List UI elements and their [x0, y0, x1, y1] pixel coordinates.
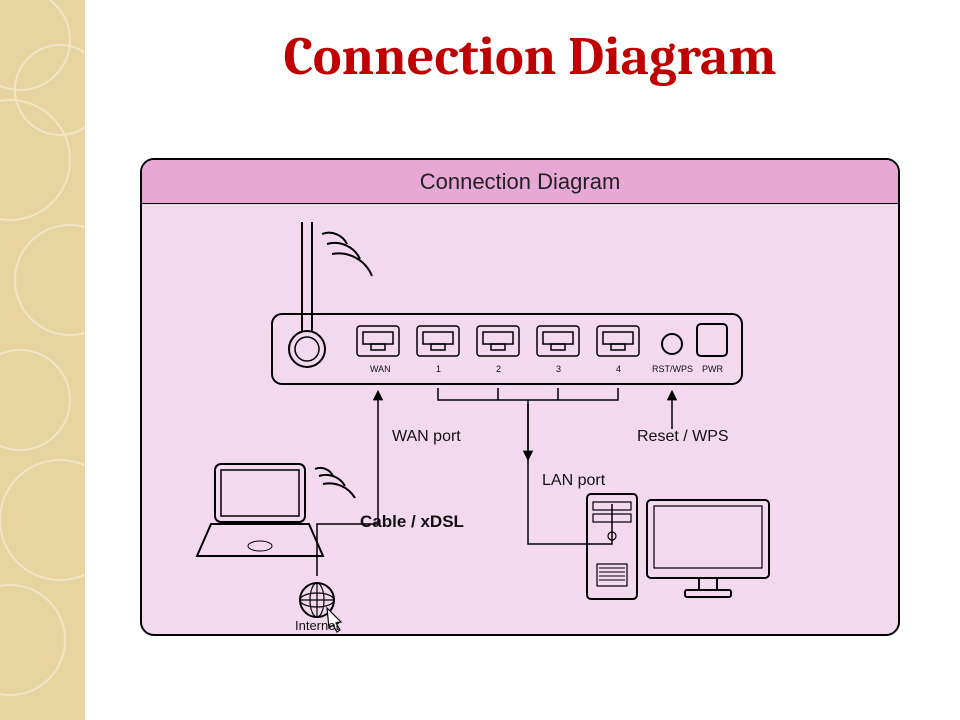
port-label-4: 4	[616, 364, 621, 374]
label-internet: Internet	[295, 618, 339, 633]
label-cable: Cable / xDSL	[360, 512, 464, 532]
port-label-pwr: PWR	[702, 364, 723, 374]
port-label-2: 2	[496, 364, 501, 374]
port-label-1: 1	[436, 364, 441, 374]
diagram-card: Connection Diagram	[140, 158, 900, 636]
diagram-card-title: Connection Diagram	[142, 160, 898, 204]
sidebar-pattern	[0, 0, 85, 720]
port-label-rst: RST/WPS	[652, 364, 693, 374]
desktop-icon	[587, 494, 769, 599]
router-icon	[272, 222, 742, 384]
port-label-wan: WAN	[370, 364, 391, 374]
label-lan-port: LAN port	[542, 472, 605, 490]
label-wan-port: WAN port	[392, 428, 461, 446]
label-reset: Reset / WPS	[637, 428, 729, 446]
diagram-svg	[142, 204, 898, 636]
laptop-icon	[197, 464, 355, 556]
port-label-3: 3	[556, 364, 561, 374]
diagram-body: WAN 1 2 3 4 RST/WPS PWR WAN port LAN por…	[142, 204, 898, 634]
sidebar: TechTricksZone	[0, 0, 85, 720]
page-title: Connection Diagram	[120, 25, 940, 88]
